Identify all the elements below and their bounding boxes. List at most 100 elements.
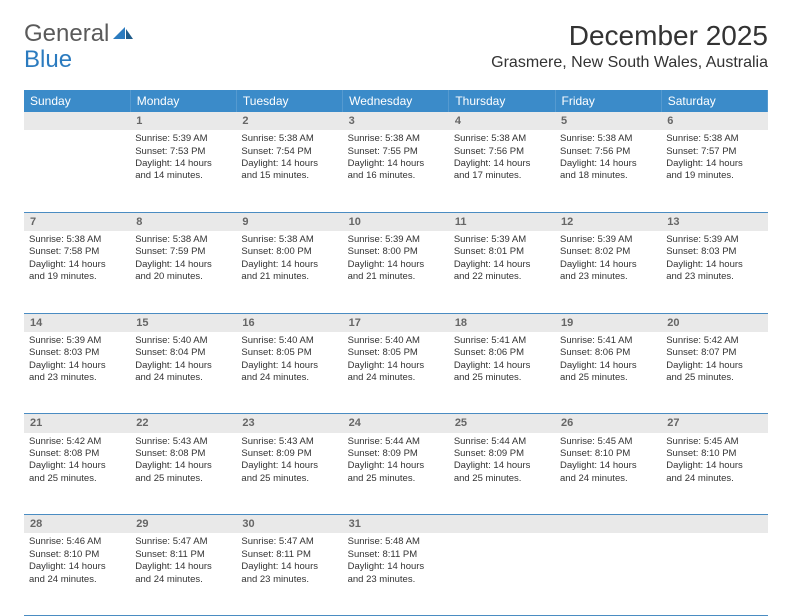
cell-line-d2: and 18 minutes. — [560, 170, 656, 182]
day-body-cell: Sunrise: 5:38 AMSunset: 7:57 PMDaylight:… — [661, 130, 767, 212]
day-body-cell: Sunrise: 5:45 AMSunset: 8:10 PMDaylight:… — [661, 433, 767, 515]
day-body-cell: Sunrise: 5:46 AMSunset: 8:10 PMDaylight:… — [24, 533, 130, 615]
cell-line-ss: Sunset: 8:07 PM — [666, 347, 762, 359]
day-body-row: Sunrise: 5:39 AMSunset: 8:03 PMDaylight:… — [24, 332, 768, 414]
day-number-cell — [24, 112, 130, 130]
day-body-cell: Sunrise: 5:44 AMSunset: 8:09 PMDaylight:… — [343, 433, 449, 515]
day-number-cell: 21 — [24, 414, 130, 433]
cell-line-ss: Sunset: 7:54 PM — [241, 146, 337, 158]
cell-line-d1: Daylight: 14 hours — [666, 158, 762, 170]
cell-line-d2: and 24 minutes. — [241, 372, 337, 384]
location: Grasmere, New South Wales, Australia — [491, 54, 768, 72]
cell-line-ss: Sunset: 8:05 PM — [348, 347, 444, 359]
cell-line-sr: Sunrise: 5:46 AM — [29, 536, 125, 548]
day-number-cell: 7 — [24, 212, 130, 231]
cell-line-d1: Daylight: 14 hours — [241, 360, 337, 372]
day-header: Tuesday — [236, 90, 342, 112]
day-body-cell: Sunrise: 5:38 AMSunset: 7:56 PMDaylight:… — [555, 130, 661, 212]
day-number-cell: 1 — [130, 112, 236, 130]
cell-line-ss: Sunset: 8:06 PM — [454, 347, 550, 359]
day-body-cell: Sunrise: 5:42 AMSunset: 8:08 PMDaylight:… — [24, 433, 130, 515]
cell-line-ss: Sunset: 7:55 PM — [348, 146, 444, 158]
cell-line-d2: and 23 minutes. — [666, 271, 762, 283]
day-number-cell: 27 — [661, 414, 767, 433]
cell-line-ss: Sunset: 8:04 PM — [135, 347, 231, 359]
cell-line-ss: Sunset: 7:58 PM — [29, 246, 125, 258]
day-body-cell: Sunrise: 5:40 AMSunset: 8:04 PMDaylight:… — [130, 332, 236, 414]
day-number-cell: 10 — [343, 212, 449, 231]
day-body-cell: Sunrise: 5:39 AMSunset: 8:03 PMDaylight:… — [661, 231, 767, 313]
day-body-cell: Sunrise: 5:38 AMSunset: 7:56 PMDaylight:… — [449, 130, 555, 212]
cell-line-d1: Daylight: 14 hours — [454, 360, 550, 372]
day-header: Monday — [130, 90, 236, 112]
cell-line-d2: and 23 minutes. — [29, 372, 125, 384]
day-number-cell: 12 — [555, 212, 661, 231]
day-body-cell: Sunrise: 5:41 AMSunset: 8:06 PMDaylight:… — [449, 332, 555, 414]
cell-line-d1: Daylight: 14 hours — [454, 259, 550, 271]
cell-line-d1: Daylight: 14 hours — [29, 259, 125, 271]
day-header: Saturday — [661, 90, 767, 112]
day-number-cell: 20 — [661, 313, 767, 332]
cell-line-sr: Sunrise: 5:39 AM — [135, 133, 231, 145]
cell-line-d2: and 24 minutes. — [560, 473, 656, 485]
day-body-cell: Sunrise: 5:38 AMSunset: 8:00 PMDaylight:… — [236, 231, 342, 313]
cell-line-sr: Sunrise: 5:47 AM — [135, 536, 231, 548]
day-body-row: Sunrise: 5:42 AMSunset: 8:08 PMDaylight:… — [24, 433, 768, 515]
day-body-cell: Sunrise: 5:48 AMSunset: 8:11 PMDaylight:… — [343, 533, 449, 615]
cell-line-ss: Sunset: 7:57 PM — [666, 146, 762, 158]
cell-line-sr: Sunrise: 5:38 AM — [29, 234, 125, 246]
logo-sail-icon — [111, 25, 135, 41]
day-number-row: 28293031 — [24, 515, 768, 534]
cell-line-d2: and 25 minutes. — [454, 473, 550, 485]
cell-line-d1: Daylight: 14 hours — [135, 360, 231, 372]
day-number-cell: 26 — [555, 414, 661, 433]
cell-line-sr: Sunrise: 5:38 AM — [560, 133, 656, 145]
day-body-cell: Sunrise: 5:39 AMSunset: 8:03 PMDaylight:… — [24, 332, 130, 414]
cell-line-ss: Sunset: 7:59 PM — [135, 246, 231, 258]
cell-line-d2: and 21 minutes. — [241, 271, 337, 283]
cell-line-d2: and 25 minutes. — [666, 372, 762, 384]
cell-line-ss: Sunset: 8:03 PM — [666, 246, 762, 258]
cell-line-sr: Sunrise: 5:38 AM — [241, 234, 337, 246]
day-body-cell: Sunrise: 5:40 AMSunset: 8:05 PMDaylight:… — [236, 332, 342, 414]
day-body-cell: Sunrise: 5:43 AMSunset: 8:09 PMDaylight:… — [236, 433, 342, 515]
cell-line-ss: Sunset: 8:08 PM — [29, 448, 125, 460]
day-body-cell — [24, 130, 130, 212]
day-number-cell: 28 — [24, 515, 130, 534]
cell-line-ss: Sunset: 8:05 PM — [241, 347, 337, 359]
day-number-cell — [555, 515, 661, 534]
cell-line-d2: and 15 minutes. — [241, 170, 337, 182]
cell-line-sr: Sunrise: 5:38 AM — [241, 133, 337, 145]
day-body-cell: Sunrise: 5:39 AMSunset: 7:53 PMDaylight:… — [130, 130, 236, 212]
logo-line2: Blue — [24, 46, 72, 74]
day-number-cell: 29 — [130, 515, 236, 534]
cell-line-sr: Sunrise: 5:43 AM — [241, 436, 337, 448]
cell-line-d2: and 25 minutes. — [29, 473, 125, 485]
day-number-cell: 8 — [130, 212, 236, 231]
cell-line-d2: and 20 minutes. — [135, 271, 231, 283]
cell-line-d1: Daylight: 14 hours — [666, 259, 762, 271]
cell-line-sr: Sunrise: 5:43 AM — [135, 436, 231, 448]
day-number-cell: 24 — [343, 414, 449, 433]
cell-line-d2: and 24 minutes. — [135, 574, 231, 586]
cell-line-d2: and 25 minutes. — [135, 473, 231, 485]
day-body-cell: Sunrise: 5:39 AMSunset: 8:02 PMDaylight:… — [555, 231, 661, 313]
cell-line-ss: Sunset: 8:02 PM — [560, 246, 656, 258]
cell-line-sr: Sunrise: 5:41 AM — [454, 335, 550, 347]
day-header-row: SundayMondayTuesdayWednesdayThursdayFrid… — [24, 90, 768, 112]
day-number-cell: 4 — [449, 112, 555, 130]
cell-line-ss: Sunset: 8:10 PM — [29, 549, 125, 561]
day-number-row: 78910111213 — [24, 212, 768, 231]
cell-line-ss: Sunset: 8:00 PM — [241, 246, 337, 258]
cell-line-ss: Sunset: 8:08 PM — [135, 448, 231, 460]
cell-line-sr: Sunrise: 5:38 AM — [348, 133, 444, 145]
cell-line-d2: and 25 minutes. — [560, 372, 656, 384]
cell-line-d2: and 14 minutes. — [135, 170, 231, 182]
day-number-cell: 15 — [130, 313, 236, 332]
day-body-row: Sunrise: 5:46 AMSunset: 8:10 PMDaylight:… — [24, 533, 768, 615]
day-number-cell: 2 — [236, 112, 342, 130]
cell-line-ss: Sunset: 8:06 PM — [560, 347, 656, 359]
cell-line-d2: and 24 minutes. — [135, 372, 231, 384]
day-header: Thursday — [449, 90, 555, 112]
cell-line-sr: Sunrise: 5:39 AM — [348, 234, 444, 246]
